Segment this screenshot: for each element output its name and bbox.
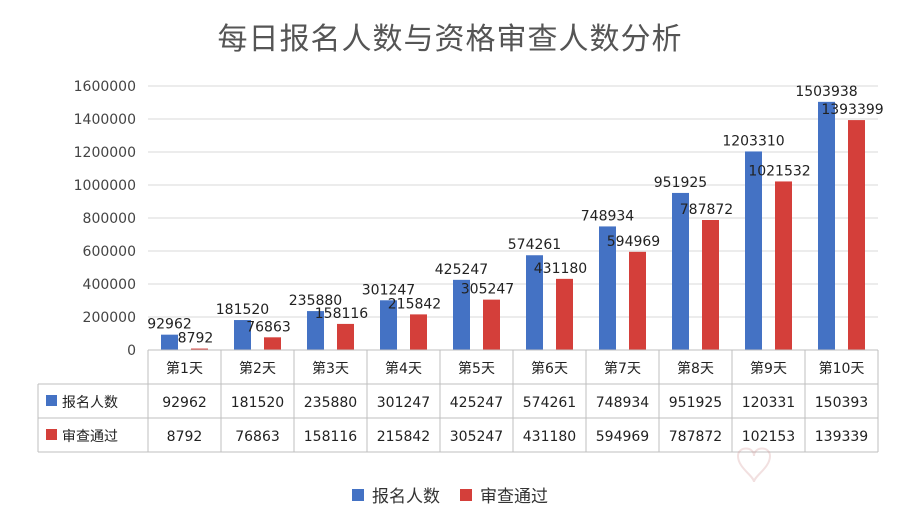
x-tick-label: 第2天 [239,360,276,377]
bar-registrations [453,279,470,350]
y-tick-label: 400000 [83,277,136,293]
data-label: 787872 [680,202,733,218]
chart-title: 每日报名人数与资格审查人数分析 [217,22,683,57]
x-tick-label: 第4天 [385,360,422,377]
legend-swatch-series-2 [460,488,472,501]
bar-approved [775,181,792,350]
table-cell: 574261 [523,395,576,411]
x-tick-label: 第5天 [458,360,495,377]
bar-approved [556,278,573,350]
watermark-logo [736,447,772,483]
bar-approved [702,220,719,350]
data-label: 305247 [461,282,514,298]
legend-label-series-1: 报名人数 [372,487,440,507]
x-tick-label: 第8天 [677,360,714,377]
table-cell: 181520 [231,395,284,411]
data-label: 215842 [388,296,441,312]
table-cell: 425247 [450,395,503,411]
table-cell: 120331 [742,395,795,411]
table-legend-swatch [46,395,57,406]
chart-area: 0 200000 400000 600000 800000 1000000 1200000 1… [37,79,884,453]
y-tick-label: 1000000 [74,178,136,194]
bar-registrations [672,192,689,350]
data-label: 594969 [607,234,660,250]
bar-approved [264,337,281,350]
bar-registrations [380,300,397,350]
table-cell: 748934 [596,395,650,411]
bar-approved [337,323,354,350]
legend-label-series-2: 审查通过 [480,487,548,507]
x-tick-label: 第3天 [312,360,349,377]
bar-registrations [161,334,178,350]
x-tick-label: 第10天 [819,360,865,377]
data-label: 425247 [435,262,488,278]
bar-registrations [599,226,616,350]
data-label: 1203310 [722,133,784,149]
bar-approved [191,348,208,350]
table-cell: 8792 [167,429,203,445]
table-cell: 787872 [669,429,722,445]
y-tick-label: 800000 [83,211,136,227]
y-tick-label: 0 [127,343,136,359]
table-cell: 301247 [377,395,430,411]
legend-item-series-1: 报名人数 [352,482,440,507]
data-label: 1393399 [821,102,883,118]
data-label: 181520 [216,302,269,318]
table-row-label: 审查通过 [62,429,118,445]
table-legend-swatch [46,429,57,440]
x-tick-label: 第1天 [166,360,203,377]
bar-registrations [745,151,762,350]
table-cell: 139339 [815,429,868,445]
table-row-label: 报名人数 [62,395,118,411]
y-tick-label: 600000 [83,244,136,260]
table-cell: 235880 [304,395,357,411]
data-label: 76863 [246,319,291,335]
bar-registrations [526,255,543,350]
data-label: 748934 [581,208,635,224]
y-tick-label: 1600000 [74,79,136,95]
table-cell: 102153 [742,429,795,445]
legend: 报名人数 审查通过 [0,482,900,507]
data-label: 158116 [315,306,369,322]
bar-registrations [234,320,251,350]
bar-approved [629,251,646,350]
bar-registrations [818,101,835,351]
table-cell: 594969 [596,429,649,445]
x-tick-label: 第7天 [604,360,641,377]
data-label: 235880 [289,293,342,309]
y-tick-label: 200000 [83,310,136,326]
data-label: 431180 [534,261,587,277]
legend-item-series-2: 审查通过 [460,482,548,507]
table-cell: 431180 [523,429,576,445]
data-label: 301247 [362,282,415,298]
bar-approved [410,314,427,350]
data-label: 1021532 [748,163,810,179]
bar-approved [848,120,865,350]
table-cell: 92962 [162,395,207,411]
y-tick-label: 1400000 [74,112,136,128]
table-cell: 305247 [450,429,503,445]
table-cell: 951925 [669,395,722,411]
data-label: 951925 [654,175,707,191]
data-label: 1503938 [795,84,857,100]
table-cell: 150393 [815,395,868,411]
data-label: 92962 [147,317,192,333]
x-tick-label: 第9天 [750,360,787,377]
data-label: 574261 [508,237,561,253]
x-tick-label: 第6天 [531,360,568,377]
table-cell: 215842 [377,429,430,445]
legend-swatch-series-1 [352,488,364,501]
table-cell: 76863 [235,429,280,445]
bar-registrations [307,311,324,350]
data-label: 8792 [178,331,214,347]
table-cell: 158116 [304,429,358,445]
y-tick-label: 1200000 [74,145,136,161]
bar-approved [483,299,500,350]
